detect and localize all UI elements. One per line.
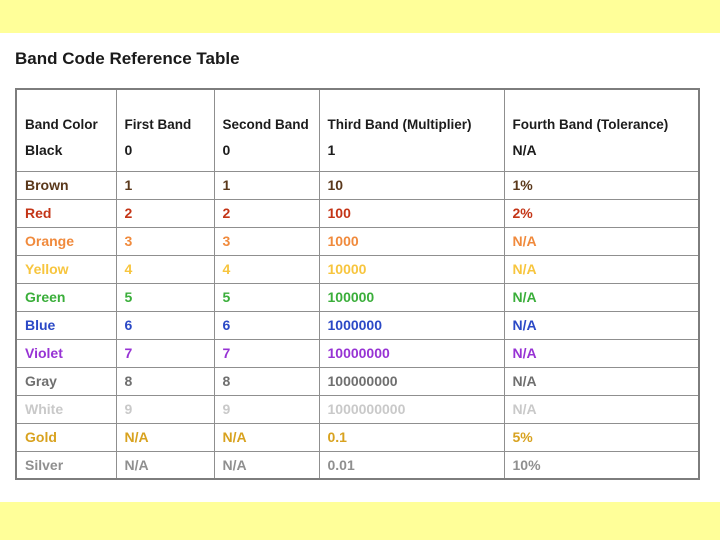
- table-cell: 7: [115, 338, 215, 368]
- table-row: Red 2 2 100 2%: [15, 198, 700, 228]
- table-row: Violet 7 7 10000000 N/A: [15, 338, 700, 368]
- table-header-row: Band Color Black First Band 0 Second Band 0 Th…: [15, 88, 700, 172]
- page-title: Band Code Reference Table: [15, 49, 240, 68]
- table-cell: 2: [115, 198, 215, 228]
- table-row: Blue 6 6 1000000 N/A: [15, 310, 700, 340]
- table-cell: Red: [15, 198, 117, 228]
- table-cell: 100: [318, 198, 505, 228]
- cell-value: 1: [327, 142, 336, 158]
- table-cell: 1%: [503, 170, 700, 200]
- table-cell: 7: [213, 338, 320, 368]
- table-cell: N/A: [503, 394, 700, 424]
- table-cell: Violet: [15, 338, 117, 368]
- table-row: Green 5 5 100000 N/A: [15, 282, 700, 312]
- table-cell: Gray: [15, 366, 117, 396]
- table-cell: 3: [115, 226, 215, 256]
- column-header-label: First Band: [124, 117, 192, 132]
- table-cell: 10000: [318, 254, 505, 284]
- table-cell: 6: [115, 310, 215, 340]
- table-cell: 6: [213, 310, 320, 340]
- table-cell: Gold: [15, 422, 117, 452]
- table-cell: 100000000: [318, 366, 505, 396]
- cell-value: 0: [222, 142, 231, 158]
- table-cell: N/A: [503, 338, 700, 368]
- table-cell: N/A: [115, 450, 215, 480]
- table-row: Silver N/A N/A 0.01 10%: [15, 450, 700, 480]
- table-cell: N/A: [115, 422, 215, 452]
- table-cell: 1000000: [318, 310, 505, 340]
- table-cell: 2%: [503, 198, 700, 228]
- table-cell: 0.1: [318, 422, 505, 452]
- table-cell: Green: [15, 282, 117, 312]
- table-cell: Yellow: [15, 254, 117, 284]
- table-cell: N/A: [213, 422, 320, 452]
- table-cell: 5%: [503, 422, 700, 452]
- band-code-table: Band Color Black First Band 0 Second Band 0 Th…: [15, 88, 700, 480]
- column-header-label: Third Band (Multiplier): [327, 117, 472, 132]
- table-cell: 5: [115, 282, 215, 312]
- table-cell: 10: [318, 170, 505, 200]
- table-cell: N/A: [503, 366, 700, 396]
- column-header-label: Second Band: [222, 117, 309, 132]
- table-cell: 1000000000: [318, 394, 505, 424]
- table-row: White 9 9 1000000000 N/A: [15, 394, 700, 424]
- table-cell: 1000: [318, 226, 505, 256]
- table-cell: Blue: [15, 310, 117, 340]
- table-header-cell: Fourth Band (Tolerance) N/A: [503, 88, 700, 172]
- table-cell: 5: [213, 282, 320, 312]
- bottom-yellow-band: [0, 502, 720, 540]
- table-cell: 3: [213, 226, 320, 256]
- table-cell: 100000: [318, 282, 505, 312]
- table-cell: Orange: [15, 226, 117, 256]
- table-cell: 4: [115, 254, 215, 284]
- table-cell: Silver: [15, 450, 117, 480]
- table-cell: 4: [213, 254, 320, 284]
- table-cell: 0.01: [318, 450, 505, 480]
- table-cell: 1: [213, 170, 320, 200]
- table-cell: N/A: [503, 226, 700, 256]
- table-cell: 9: [115, 394, 215, 424]
- table-cell: 10000000: [318, 338, 505, 368]
- table-header-cell: First Band 0: [115, 88, 215, 172]
- column-header-label: Band Color: [25, 117, 98, 132]
- table-cell: N/A: [503, 254, 700, 284]
- top-yellow-band: [0, 0, 720, 33]
- table-row: Brown 1 1 10 1%: [15, 170, 700, 200]
- table-header-cell: Second Band 0: [213, 88, 320, 172]
- cell-value: Black: [25, 142, 63, 158]
- cell-value: N/A: [512, 142, 537, 158]
- column-header-label: Fourth Band (Tolerance): [512, 117, 669, 132]
- table-row: Gray 8 8 100000000 N/A: [15, 366, 700, 396]
- table-cell: Brown: [15, 170, 117, 200]
- table-row: Gold N/A N/A 0.1 5%: [15, 422, 700, 452]
- table-cell: 8: [115, 366, 215, 396]
- table-cell: 10%: [503, 450, 700, 480]
- table-cell: N/A: [503, 282, 700, 312]
- cell-value: 0: [124, 142, 133, 158]
- table-cell: N/A: [213, 450, 320, 480]
- table-cell: 9: [213, 394, 320, 424]
- table-cell: 1: [115, 170, 215, 200]
- table-cell: 8: [213, 366, 320, 396]
- table-header-cell: Third Band (Multiplier) 1: [318, 88, 505, 172]
- table-cell: 2: [213, 198, 320, 228]
- table-cell: N/A: [503, 310, 700, 340]
- table-row: Orange 3 3 1000 N/A: [15, 226, 700, 256]
- band-code-table-body: Band Color Black First Band 0 Second Band 0 Th…: [15, 88, 700, 480]
- table-row: Yellow 4 4 10000 N/A: [15, 254, 700, 284]
- table-header-cell: Band Color Black: [15, 88, 117, 172]
- table-cell: White: [15, 394, 117, 424]
